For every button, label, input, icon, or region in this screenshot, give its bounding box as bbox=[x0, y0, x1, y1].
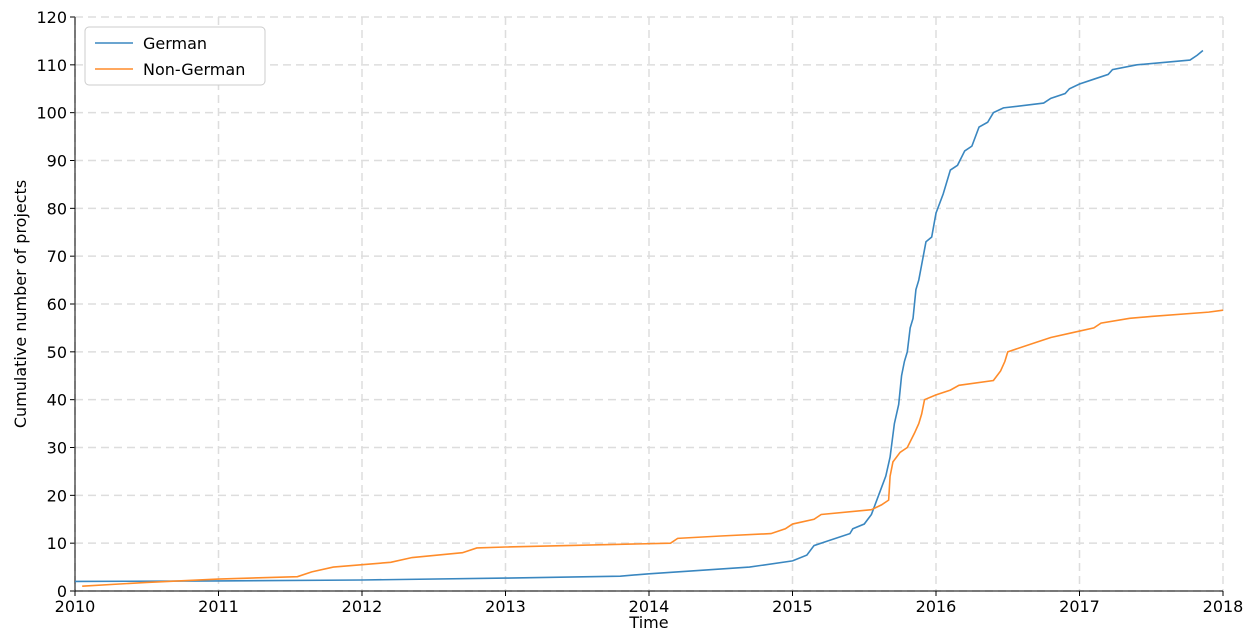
legend-label: Non-German bbox=[143, 60, 245, 79]
legend-box bbox=[84, 26, 266, 86]
x-axis-label: Time bbox=[628, 613, 668, 632]
line bbox=[82, 309, 1224, 588]
y-tick-label: 110 bbox=[36, 56, 67, 75]
x-tick-label: 2012 bbox=[342, 597, 383, 616]
y-tick-label: 50 bbox=[47, 343, 67, 362]
x-tick-label: 2017 bbox=[1059, 597, 1100, 616]
line bbox=[74, 49, 1204, 583]
y-tick-label: 100 bbox=[36, 104, 67, 123]
y-tick-label: 60 bbox=[47, 295, 67, 314]
x-tick-label: 2014 bbox=[629, 597, 670, 616]
x-tick-label: 2015 bbox=[772, 597, 813, 616]
y-tick-label: 40 bbox=[47, 391, 67, 410]
x-tick-label: 2013 bbox=[485, 597, 526, 616]
y-axis-label: Cumulative number of projects bbox=[11, 180, 30, 428]
x-tick-label: 2016 bbox=[916, 597, 957, 616]
x-tick-label: 2010 bbox=[55, 597, 96, 616]
y-tick-label: 10 bbox=[47, 534, 67, 553]
y-tick-label: 0 bbox=[57, 582, 67, 601]
y-tick-label: 30 bbox=[47, 439, 67, 458]
y-tick-label: 80 bbox=[47, 199, 67, 218]
x-tick-label: 2018 bbox=[1203, 597, 1244, 616]
x-tick-label: 2011 bbox=[198, 597, 239, 616]
y-tick-label: 20 bbox=[47, 486, 67, 505]
legend-label: German bbox=[143, 34, 207, 53]
y-tick-label: 70 bbox=[47, 247, 67, 266]
y-tick-label: 120 bbox=[36, 8, 67, 27]
y-tick-label: 90 bbox=[47, 152, 67, 171]
